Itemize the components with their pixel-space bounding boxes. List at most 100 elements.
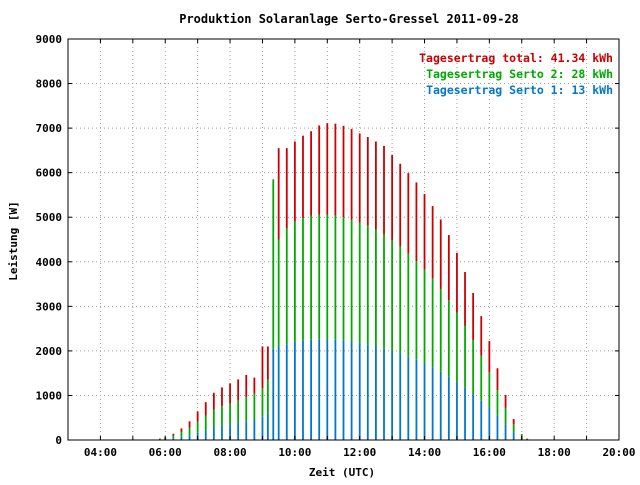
bar-segment	[472, 394, 475, 440]
bar-segment	[326, 339, 329, 440]
legend-entry: Tagesertrag Serto 1: 13 kWh	[426, 83, 613, 97]
bar-segment	[285, 148, 288, 229]
legend-entry: Tagesertrag total: 41.34 kWh	[419, 51, 613, 65]
bar-segment	[358, 222, 361, 343]
y-tick-label: 4000	[36, 256, 63, 269]
bar-segment	[285, 344, 288, 440]
y-tick-label: 9000	[36, 33, 63, 46]
bar-segment	[439, 371, 442, 440]
bar-segment	[496, 390, 499, 416]
bar-segment	[326, 214, 329, 340]
bar-segment	[391, 350, 394, 440]
bar-segment	[504, 424, 507, 440]
y-tick-label: 7000	[36, 122, 63, 135]
bar-segment	[342, 340, 345, 440]
bar-segment	[261, 346, 264, 389]
bar-segment	[172, 433, 175, 436]
bar-segment	[366, 225, 369, 345]
bar-segment	[188, 427, 191, 436]
bar-segment	[350, 129, 353, 220]
bar-segment	[266, 413, 269, 440]
bar-segment	[423, 269, 426, 364]
y-tick-label: 5000	[36, 211, 63, 224]
x-tick-label: 16:00	[473, 446, 506, 459]
bar-segment	[302, 340, 304, 440]
bar-segment	[480, 316, 483, 356]
bar-segment	[342, 217, 345, 341]
bar-segment	[512, 419, 515, 425]
bar-segment	[447, 300, 450, 377]
bar-segment	[526, 438, 529, 440]
bar-segment	[229, 403, 231, 425]
y-tick-label: 1000	[36, 389, 63, 402]
bar-segment	[188, 435, 191, 440]
bar-segment	[415, 261, 418, 360]
bar-segment	[318, 214, 321, 340]
bar-segment	[212, 409, 215, 428]
bar-segment	[253, 393, 256, 420]
bar-segment	[439, 219, 442, 289]
bar-segment	[158, 438, 161, 440]
y-tick-label: 8000	[36, 78, 63, 91]
bar-segment	[496, 415, 499, 440]
bar-segment	[253, 419, 256, 440]
bar-segment	[318, 339, 321, 440]
bar-segment	[391, 154, 394, 241]
bar-segment	[334, 123, 337, 216]
bar-segment	[302, 135, 304, 219]
y-tick-label: 3000	[36, 300, 63, 313]
bar-segment	[407, 173, 410, 254]
x-tick-label: 08:00	[213, 446, 246, 459]
bar-segment	[472, 292, 475, 341]
bars	[158, 123, 529, 441]
x-tick-label: 14:00	[408, 446, 441, 459]
bar-segment	[180, 431, 183, 437]
y-tick-label: 0	[55, 434, 62, 447]
bar-segment	[237, 400, 240, 424]
bar-segment	[310, 339, 312, 440]
bar-segment	[237, 379, 240, 401]
bar-segment	[277, 148, 280, 240]
bar-segment	[158, 438, 161, 440]
bar-segment	[415, 359, 418, 440]
bar-segment	[302, 218, 304, 341]
bar-segment	[318, 125, 321, 215]
bar-segment	[350, 341, 353, 440]
y-tick-label: 2000	[36, 345, 63, 358]
y-tick-label: 6000	[36, 167, 63, 180]
bar-segment	[310, 131, 312, 216]
bar-segment	[431, 206, 434, 279]
bar-segment	[285, 228, 288, 345]
bar-segment	[456, 382, 458, 440]
bar-segment	[472, 340, 475, 395]
bar-segment	[504, 395, 507, 408]
bar-segment	[172, 438, 175, 440]
bar-segment	[512, 432, 515, 440]
bar-segment	[277, 346, 280, 440]
chart-title: Produktion Solaranlage Serto-Gressel 201…	[179, 12, 519, 26]
bar-segment	[488, 407, 491, 440]
bar-segment	[293, 221, 296, 342]
bar-segment	[261, 388, 264, 417]
bar-segment	[212, 427, 215, 440]
bar-segment	[204, 402, 207, 416]
bar-segment	[272, 179, 275, 349]
bar-segment	[272, 348, 275, 440]
bar-segment	[439, 288, 442, 372]
bar-segment	[383, 234, 385, 349]
bar-segment	[366, 137, 369, 226]
bar-segment	[277, 239, 280, 347]
bar-segment	[172, 435, 175, 439]
bar-segment	[464, 325, 466, 388]
bar-segment	[415, 182, 418, 262]
bar-segment	[204, 430, 207, 440]
bar-segment	[488, 341, 491, 373]
bar-segment	[334, 215, 337, 340]
bar-segment	[520, 434, 523, 436]
bar-segment	[375, 345, 377, 440]
x-tick-label: 12:00	[343, 446, 376, 459]
bar-segment	[504, 407, 507, 425]
bar-segment	[245, 374, 248, 398]
